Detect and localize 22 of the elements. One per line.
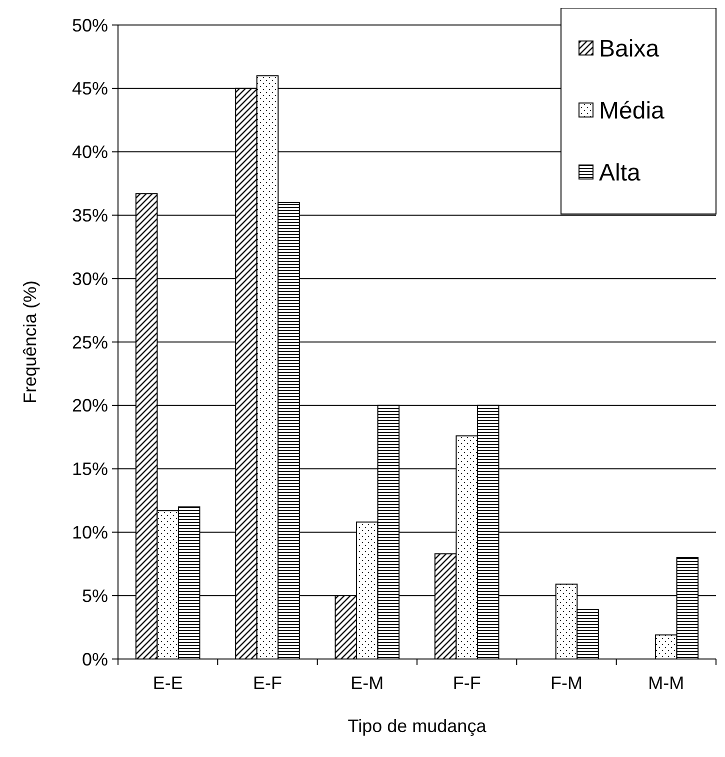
legend-label: Média [599, 97, 666, 124]
y-tick-label: 40% [72, 142, 108, 162]
y-tick-label: 0% [82, 649, 108, 670]
x-tick-label: E-F [253, 673, 282, 693]
y-axis-title: Frequência (%) [20, 280, 40, 404]
legend-label: Alta [599, 159, 642, 186]
y-tick-label: 20% [72, 396, 108, 416]
y-tick-label: 10% [72, 522, 108, 542]
x-axis-title: Tipo de mudança [348, 716, 488, 736]
y-tick-label: 45% [72, 78, 108, 99]
y-tick-label: 5% [82, 586, 108, 606]
y-tick-label: 35% [72, 206, 108, 226]
y-tick-label: 15% [72, 459, 108, 480]
x-tick-label: E-E [152, 673, 183, 693]
y-tick-label: 50% [72, 15, 108, 36]
y-tick-label: 30% [72, 268, 108, 289]
y-tick-label: 25% [72, 332, 108, 352]
x-tick-label: M-M [648, 673, 684, 693]
legend-label: Baixa [599, 35, 660, 62]
x-tick-label: F-M [550, 673, 582, 693]
x-tick-label: E-M [350, 673, 384, 693]
x-tick-label: F-F [452, 673, 481, 693]
